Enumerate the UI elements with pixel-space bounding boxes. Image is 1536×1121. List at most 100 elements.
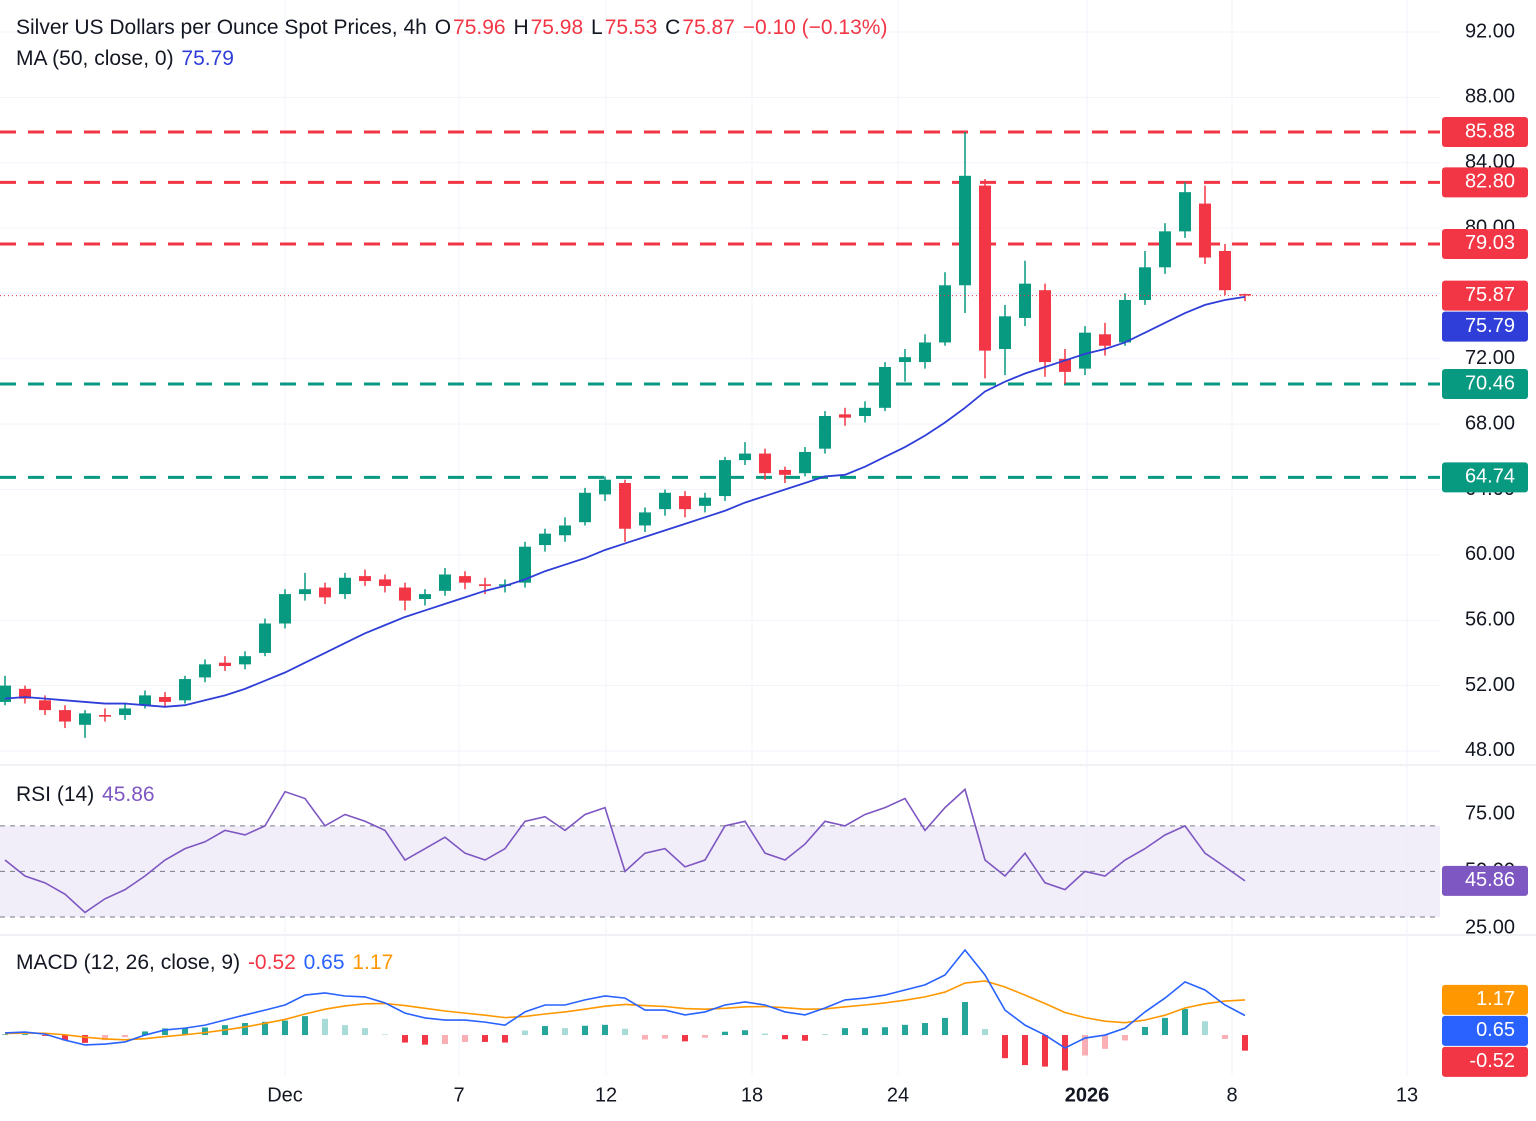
ma-label: 75.79 — [1465, 315, 1515, 337]
price-header: Silver US Dollars per Ounce Spot Prices,… — [16, 16, 889, 40]
candle-body — [439, 574, 451, 591]
histogram-bar — [582, 1025, 588, 1036]
histogram-bar — [782, 1035, 788, 1040]
candle-body — [339, 577, 351, 595]
candle-body — [779, 469, 791, 475]
histogram-bar — [1242, 1035, 1248, 1051]
y-tick-label: 48.00 — [1465, 739, 1515, 761]
rsi-label: 45.86 — [1465, 869, 1515, 891]
signal-label: 1.17 — [1476, 988, 1515, 1010]
rsi-label-box — [1442, 865, 1528, 896]
candle-body — [299, 589, 311, 595]
y-tick-label: 75.00 — [1465, 803, 1515, 825]
rsi-value: 45.86 — [102, 783, 155, 806]
histogram-bar — [602, 1024, 608, 1036]
x-tick-label: Dec — [267, 1084, 303, 1106]
candle-body — [179, 679, 191, 701]
histogram-bar — [862, 1028, 868, 1036]
histogram-bar — [922, 1023, 928, 1036]
candle-body — [1019, 283, 1031, 318]
candle-body — [1199, 203, 1211, 258]
candle-body — [79, 713, 91, 725]
candle-body — [899, 357, 911, 363]
x-tick-label: 24 — [887, 1084, 909, 1106]
signal-label-box — [1442, 984, 1528, 1015]
histogram-bar — [942, 1017, 948, 1036]
macd-label: 0.65 — [1476, 1019, 1515, 1041]
histogram-bar — [362, 1028, 368, 1036]
histogram-bar — [22, 1034, 28, 1036]
candle-body — [1079, 332, 1091, 369]
level-label: 79.03 — [1465, 232, 1515, 254]
histogram-bar — [722, 1031, 728, 1036]
histogram-bar — [202, 1027, 208, 1036]
candle-body — [859, 407, 871, 416]
level-label: 85.88 — [1465, 120, 1515, 142]
histogram-bar — [82, 1035, 88, 1043]
histogram-bar — [682, 1035, 688, 1042]
ohlc-value: 75.96 — [453, 16, 506, 39]
candle-body — [459, 576, 471, 583]
candle-body — [1039, 290, 1051, 363]
y-tick-label: 60.00 — [1465, 543, 1515, 565]
candle-body — [259, 623, 271, 653]
ohlc-value: 75.87 — [682, 16, 735, 39]
ohlc-value: 75.53 — [604, 16, 658, 39]
y-tick-label: 72.00 — [1465, 347, 1515, 369]
candle-body — [1179, 192, 1191, 232]
histogram-bar — [162, 1028, 168, 1036]
candle-body — [1219, 250, 1231, 291]
hist-value: -0.52 — [247, 951, 296, 974]
histogram-bar — [1002, 1035, 1008, 1059]
candle-body — [199, 664, 211, 678]
candle-body — [19, 688, 31, 699]
histogram-bar — [382, 1034, 388, 1036]
y-tick-label: 68.00 — [1465, 412, 1515, 434]
x-tick-label: 2026 — [1065, 1084, 1110, 1106]
candle-body — [999, 316, 1011, 350]
histogram-bar — [182, 1028, 188, 1036]
histogram-bar — [422, 1035, 428, 1045]
histogram-bar — [342, 1025, 348, 1036]
histogram-bar — [1042, 1035, 1048, 1067]
candle-body — [919, 342, 931, 363]
candle-body — [539, 533, 551, 546]
macd-header: MACD (12, 26, close, 9) -0.52 0.65 1.17 — [16, 951, 395, 975]
histogram-bar — [142, 1031, 148, 1036]
y-tick-label: 88.00 — [1465, 86, 1515, 108]
candle-body — [619, 482, 631, 529]
ohlc-label: C — [665, 16, 681, 39]
candle-body — [59, 710, 71, 722]
macd-name: MACD (12, 26, close, 9) — [16, 951, 241, 974]
price-label-box — [1442, 280, 1528, 311]
histogram-bar — [1182, 1008, 1188, 1036]
histogram-bar — [482, 1035, 488, 1042]
level-label: 64.74 — [1465, 466, 1515, 488]
histogram-bar — [662, 1035, 668, 1039]
ma-value: 75.79 — [181, 47, 234, 70]
ma-name: MA (50, close, 0) — [16, 47, 174, 70]
candle-body — [559, 525, 571, 536]
y-tick-label: 92.00 — [1465, 20, 1515, 42]
histogram-bar — [102, 1035, 108, 1041]
histogram-bar — [802, 1035, 808, 1041]
histogram-bar — [1022, 1035, 1028, 1066]
signal-line — [4, 980, 1246, 1041]
candle-body — [1119, 299, 1131, 343]
histogram-bar — [842, 1028, 848, 1036]
candle-body — [579, 492, 591, 523]
candle-body — [699, 497, 711, 506]
macd-label-box — [1442, 1015, 1528, 1046]
candle-body — [719, 460, 731, 497]
price-label: 75.87 — [1465, 284, 1515, 306]
histogram-bar — [42, 1035, 48, 1036]
candle-body — [739, 453, 751, 461]
candle-body — [39, 700, 51, 711]
candle-body — [1139, 267, 1151, 300]
candle-body — [219, 662, 231, 666]
candle-body — [799, 451, 811, 474]
level-label-box — [1442, 462, 1528, 493]
x-tick-label: 13 — [1396, 1084, 1418, 1106]
